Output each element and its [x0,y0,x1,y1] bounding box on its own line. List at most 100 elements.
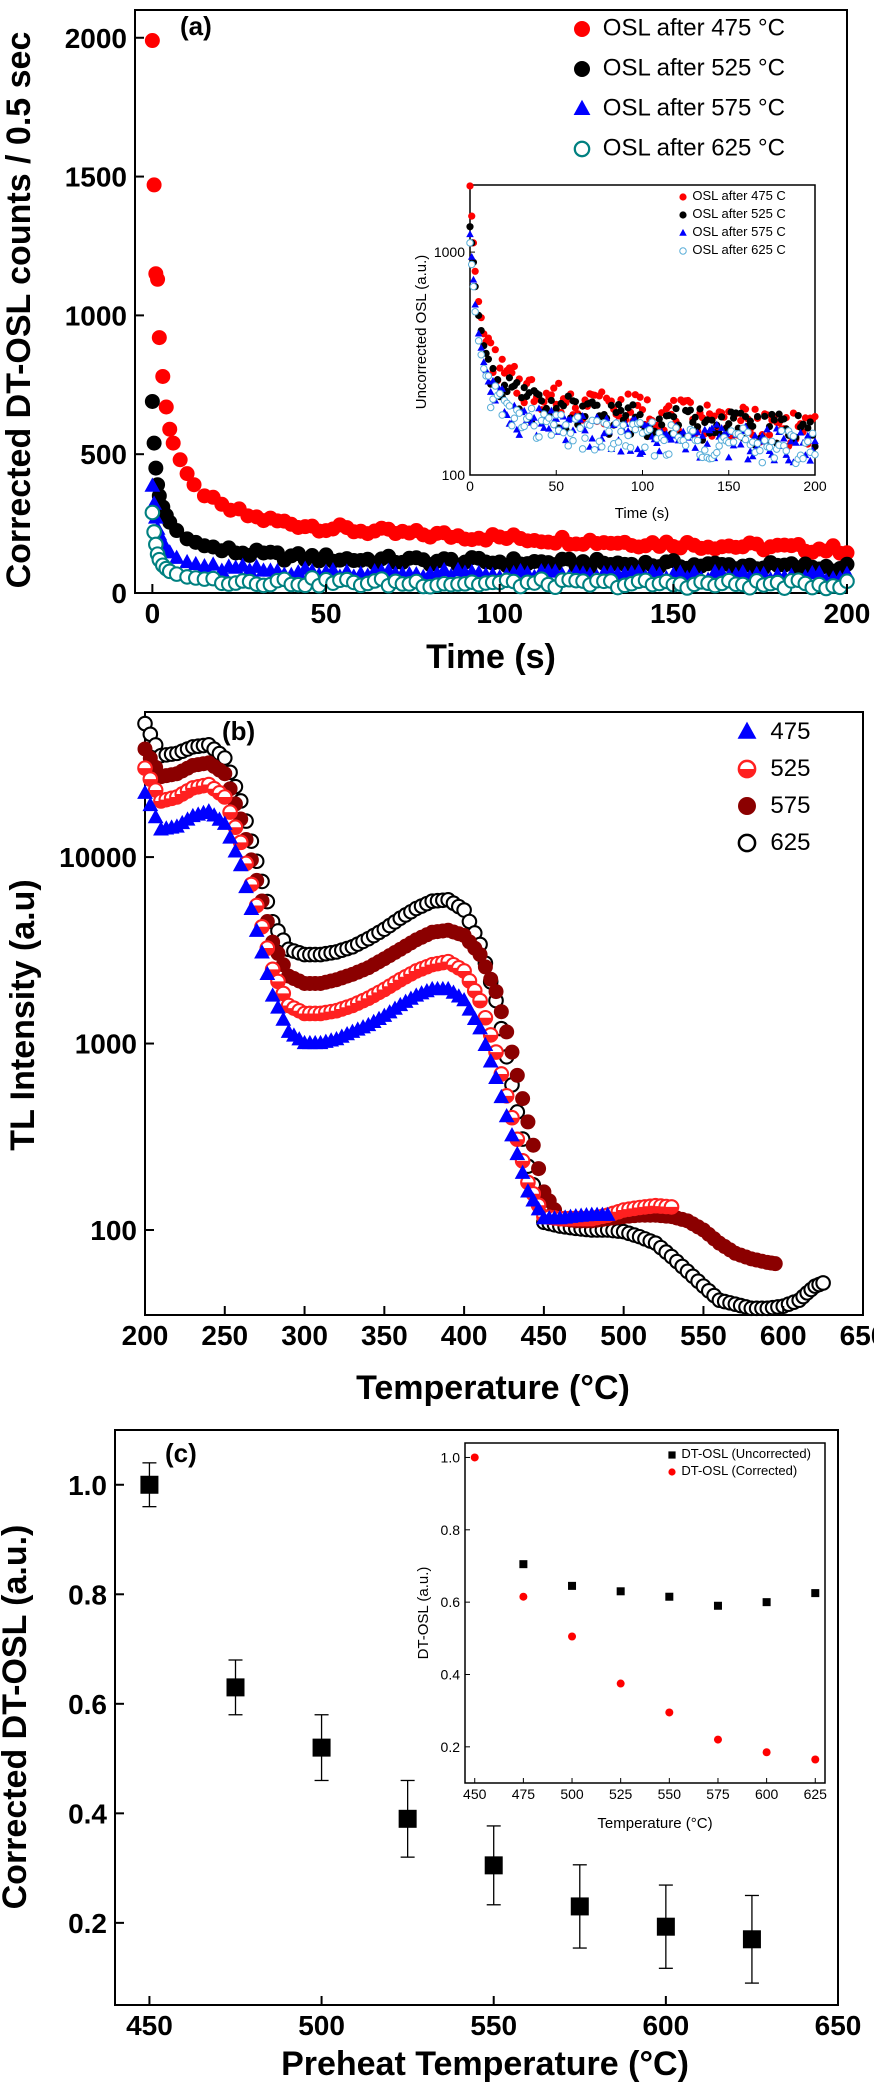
panel-a-inset-point-1 [765,431,774,439]
panel-a-inset-point-4 [540,410,548,418]
panel-a-inset-legend-label: OSL after 525 C [692,206,785,221]
panel-a-inset-point-3 [806,456,814,464]
panel-a-inset-point-4 [693,436,702,445]
panel-b-point-2 [216,789,233,805]
panel-a-point-1 [144,33,160,49]
panel-b-point-1 [216,815,233,830]
panel-a-point-3 [734,564,751,579]
panel-a-inset-point-4 [701,446,709,454]
panel-a-point-1 [839,545,855,561]
panel-a-inset-point-3 [804,431,812,439]
panel-b-marks [137,715,831,1317]
panel-a-inset-point-3 [679,427,688,435]
panel-b-point-1 [275,1011,292,1026]
panel-a-inset-point-2 [547,396,555,405]
panel-a-inset-point-4 [660,436,668,445]
panel-c-inset-x-tick-label: 475 [512,1786,536,1802]
panel-a-inset-point-1 [550,384,558,392]
panel-a-inset-point-3 [530,413,538,421]
panel-b-point-1 [498,1108,515,1123]
panel-a-inset-x-tick-label: 50 [548,478,564,494]
panel-a-inset-point-2 [484,355,492,363]
panel-c-point [570,1897,589,1916]
panel-a-inset-point-2 [614,400,623,409]
panel-a-point-1 [158,399,174,415]
panel-a-inset-point-4 [578,445,587,453]
panel-a-inset-point-4 [598,443,606,451]
panel-c-inset-x-tick-label: 550 [658,1786,682,1802]
panel-a-inset-point-3 [736,440,745,448]
panel-a-inset-point-4 [631,425,640,434]
panel-a-inset-legend-marker [679,228,687,236]
panel-b-legend-marker [737,759,757,779]
panel-a-inset-point-3 [796,428,805,436]
panel-a-inset-point-1 [528,376,536,384]
panel-a-inset-point-1 [496,364,504,372]
panel-a-inset-point-4 [665,450,673,458]
panel-a-inset-point-1 [466,182,474,190]
panel-a-inset-point-2 [770,416,778,424]
panel-a-inset-point-2 [617,406,625,415]
panel-c-inset-point-1 [519,1560,528,1569]
panel-a-inset-point-1 [636,393,644,401]
panel-a-inset-point-4 [636,418,644,427]
panel-a-inset-point-3 [784,456,793,464]
panel-b-point-3 [493,1004,509,1020]
panel-a-inset-point-3 [535,404,543,412]
panel-b-point-1 [227,843,244,858]
panel-b-point-1 [472,1020,488,1035]
panel-a-point-2 [148,460,164,476]
panel-a-inset-point-1 [471,267,479,275]
panel-b-point-3 [509,1067,525,1083]
panel-c-inset-point-2 [470,1453,479,1462]
panel-a-y-tick-label: 1500 [65,162,127,193]
panel-b-x-tick-label: 400 [441,1320,488,1351]
panel-c-inset-point-1 [762,1598,771,1607]
panel-c-inset-x-tick-label: 525 [609,1786,633,1802]
panel-a-inset-point-4 [466,239,474,247]
panel-a-inset-point-2 [559,402,568,410]
panel-b-x-tick-label: 350 [361,1320,408,1351]
panel-a-inset-legend-marker [679,193,687,201]
panel-a-inset-point-2 [761,412,769,420]
panel-b-point-1 [599,1206,616,1221]
panel-b-point-3 [767,1256,783,1272]
panel-a-inset-point-4 [486,403,495,412]
panel-a-inset-y-tick-label: 100 [442,467,466,483]
panel-c-inset-x-tick-label: 450 [463,1786,487,1802]
panel-a-inset-point-2 [505,374,514,382]
panel-a-inset-point-2 [775,410,783,418]
panel-a-inset-point-4 [477,350,485,359]
panel-a-ylabel: Corrected DT-OSL counts / 0.5 sec [0,32,38,589]
panel-c-inset-point-1 [665,1592,674,1601]
panel-b-point-1 [142,796,159,812]
panel-a-inset-point-3 [467,252,476,260]
panel-a-inset-point-3 [469,275,478,283]
panel-c-ticks: 450 500 550 600 650 0.2 0.4 0.6 0.8 1.0 [68,1470,861,2041]
panel-a-inset-point-4 [758,458,767,467]
panel-a-inset-point-3 [588,434,596,442]
panel-a-inset-point-4 [715,442,723,450]
panel-c-inset-legend-label: DT-OSL (Corrected) [681,1463,797,1478]
panel-b-point-3 [499,1024,515,1040]
panel-a-label: (a) [180,11,212,41]
panel-b-xlabel: Temperature (°C) [356,1369,630,1407]
panel-a-inset-point-4 [574,413,582,421]
panel-a-inset-point-4 [515,409,524,417]
panel-c-inset-y-tick-label: 0.6 [441,1594,461,1610]
panel-c-inset-y-tick-label: 1.0 [441,1449,461,1465]
panel-a-y-tick-label: 500 [80,439,127,470]
panel-a-point-1 [179,466,195,482]
panel-a-inset-point-1 [510,362,518,371]
panel-a-inset-point-2 [672,404,680,413]
panel-a-inset-point-4 [756,446,764,455]
panel-a-point-2 [144,393,160,409]
panel-a-inset-point-4 [593,417,601,425]
panel-c-inset-y-tick-label: 0.2 [441,1739,461,1755]
panel-a-inset-point-1 [598,388,606,396]
panel-b-legend-marker [737,721,757,739]
panel-a-inset-point-3 [515,431,524,438]
panel-a-inset-point-4 [474,337,483,345]
panel-a-inset-point-2 [607,401,615,409]
panel-a-inset-point-1 [624,390,632,398]
